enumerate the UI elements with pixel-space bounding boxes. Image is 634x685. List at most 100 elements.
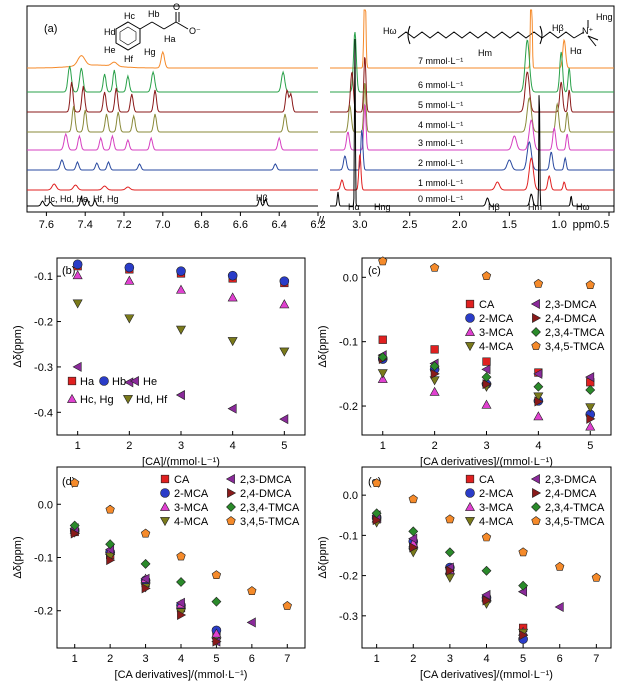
label-o-minus: O⁻: [189, 26, 201, 36]
x-tick-label: 6: [249, 653, 255, 665]
legend-label: 2,4-DMCA: [545, 488, 597, 500]
peak-label-hm: Hm: [528, 202, 542, 212]
legend-label: 2-MCA: [479, 488, 514, 500]
data-point: [70, 528, 80, 539]
legend-marker: [531, 516, 541, 525]
label-h-m: Hm: [478, 48, 492, 58]
concentration-label: 5 mmol·L⁻¹: [418, 100, 463, 110]
spectra-traces: [27, 9, 614, 207]
concentration-label: 0 mmol·L⁻¹: [418, 194, 463, 204]
legend-label: 3,4,5-TMCA: [240, 516, 300, 528]
x-tick-label: 5: [213, 653, 219, 665]
spectrum-x-ticks: 7.6 7.4 7.2 7.0 6.8 6.6 6.4 6.2 3.0 2.5 2.0 1.5 1.0 p…: [27, 211, 614, 231]
data-point: [585, 403, 596, 413]
data-point: [72, 299, 83, 309]
legend-marker: [464, 517, 476, 527]
data-point: [430, 345, 439, 354]
data-point: [481, 532, 492, 542]
concentration-label: 7 mmol·L⁻¹: [418, 56, 463, 66]
legend-marker: [464, 326, 476, 336]
label-hc: Hc: [124, 11, 135, 21]
legend-label: 2,3,4-TMCA: [545, 502, 605, 514]
data-point: [533, 381, 544, 392]
panel-c: (c) 1 2 3 4 5 0.0 -0.1 -0.2 [CA derivatives]/(mmo…: [317, 256, 612, 468]
data-point: [430, 368, 440, 379]
label-hd: Hd: [104, 27, 116, 37]
y-tick-label: -0.1: [34, 271, 53, 283]
label-he: He: [104, 45, 116, 55]
data-point: [176, 551, 186, 561]
data-point: [279, 414, 289, 425]
data-point: [279, 276, 290, 286]
x-tick-label: 3: [143, 653, 149, 665]
legend-marker: [159, 517, 171, 527]
y-tick-label: -0.2: [339, 401, 358, 413]
y-tick-label: 0.0: [343, 490, 358, 502]
spectrum-trace-left: [27, 183, 318, 191]
legend-marker: [67, 376, 77, 386]
data-point: [518, 580, 529, 591]
data-point: [175, 284, 187, 294]
y-tick-label: 0.0: [343, 272, 358, 284]
data-point: [585, 421, 596, 431]
x-tick-label: 4: [535, 440, 541, 452]
data-point: [554, 601, 564, 612]
legend-marker: [129, 375, 139, 387]
data-point: [481, 364, 491, 375]
spectrum-trace-right: [330, 103, 614, 151]
spectrum-trace-left: [27, 50, 318, 69]
data-point: [429, 361, 440, 372]
data-point: [69, 520, 80, 531]
concentration-label: 2 mmol·L⁻¹: [418, 158, 463, 168]
legend-marker: [465, 313, 475, 323]
y-tick-label: -0.1: [339, 337, 358, 349]
legend-marker: [464, 501, 476, 511]
spectrum-trace-right: [330, 82, 614, 133]
x-tick-label: 3: [178, 440, 184, 452]
data-point: [106, 555, 116, 566]
spectrum-trace-right: [330, 9, 614, 69]
x-tick-label: 6: [557, 653, 563, 665]
data-point: [177, 609, 187, 621]
data-point: [227, 292, 238, 302]
panel-label: (c): [368, 265, 381, 277]
legend-marker: [227, 487, 237, 499]
data-point: [175, 325, 187, 335]
spectrum-trace-left: [27, 195, 318, 207]
label-h-beta: Hβ: [552, 23, 564, 33]
x-tick-label: 1: [374, 653, 380, 665]
peak-label-aromatic: Hc, Hd, He, Hf, Hg: [44, 194, 119, 204]
spectrum-x-tick-label: 6.6: [233, 219, 248, 231]
panel-label: (b): [62, 265, 75, 277]
peak-label-hng: Hng: [374, 202, 391, 212]
x-tick-label: 5: [281, 440, 287, 452]
spectrum-x-tick-label: 7.6: [39, 219, 54, 231]
x-tick-label: 2: [432, 440, 438, 452]
x-tick-label: 4: [483, 653, 489, 665]
label-h-omega: Hω: [383, 26, 397, 36]
data-point: [555, 561, 565, 571]
peak-label-halpha: Hα: [348, 202, 360, 212]
legend-marker: [531, 341, 541, 350]
spectrum-trace-left: [27, 105, 318, 133]
spectrum-x-tick-label: 7.0: [155, 219, 170, 231]
legend-label: 4-MCA: [174, 516, 209, 528]
data-point: [72, 361, 82, 372]
legend-marker: [122, 395, 134, 405]
legend-label: 2,4-DMCA: [240, 488, 292, 500]
legend-marker: [465, 299, 475, 309]
data-point: [124, 314, 135, 324]
x-axis-label: [CA]/(mmol·L⁻¹): [142, 456, 220, 468]
panel-b: (b) 1 2 3 4 5 -0.1 -0.2 -0.3 -0.4 [CA]/(mmol·L⁻¹) Δ…: [12, 257, 306, 468]
data-point: [481, 589, 491, 600]
data-point: [591, 572, 601, 582]
data-point: [408, 533, 418, 544]
legend-marker: [160, 474, 170, 484]
x-tick-label: 1: [72, 653, 78, 665]
x-tick-label: 5: [587, 440, 593, 452]
data-point: [105, 539, 116, 550]
label-hg: Hg: [144, 47, 156, 57]
panel-d: (d)1 2 3 4 5 6 70.0-0.1-0.2[CA derivatives]/(m…: [12, 466, 306, 681]
spectrum-trace-left: [27, 65, 318, 93]
